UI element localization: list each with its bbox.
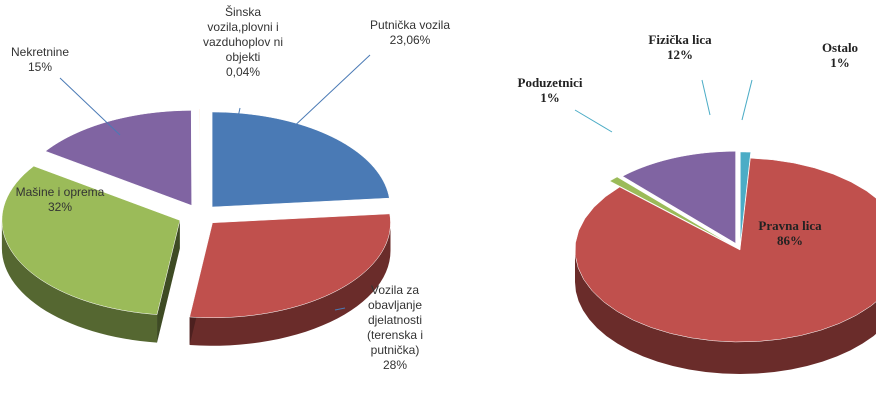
data-label: Ostalo 1% [805, 40, 875, 70]
slice [575, 157, 876, 343]
leader-line [334, 307, 346, 311]
value-label: 1% [830, 55, 850, 70]
category-name: Šinska vozila,plovni i vazduhoplov ni ob… [202, 5, 284, 64]
slice [740, 151, 751, 245]
leader-line [59, 77, 121, 136]
slice [44, 110, 192, 206]
data-label: Mašine i oprema 32% [15, 185, 105, 215]
slice-side [189, 222, 391, 346]
category-name: Mašine i oprema [15, 185, 105, 199]
leader-line [741, 79, 753, 121]
slice [1, 165, 181, 315]
category-name: Ostalo [821, 40, 859, 55]
category-name: Fizička lica [648, 32, 712, 47]
value-label: 1% [540, 90, 560, 105]
slice [609, 176, 731, 245]
slice-side [1, 220, 158, 343]
data-label: Nekretnine 15% [5, 45, 75, 75]
leader-line [701, 79, 711, 116]
value-label: 15% [27, 60, 53, 74]
value-label: 0,04% [225, 65, 261, 79]
data-label: Poduzetnici 1% [505, 75, 595, 105]
data-label: Vozila za obavljanje djelatnosti (terens… [345, 283, 445, 373]
data-label: Fizička lica 12% [635, 32, 725, 62]
slice [622, 151, 736, 244]
category-name: Vozila za obavljanje djelatnosti (terens… [366, 283, 424, 357]
leader-line [287, 54, 371, 133]
value-label: 86% [777, 233, 803, 248]
category-name: Poduzetnici [517, 75, 583, 90]
category-name: Pravna lica [758, 218, 822, 233]
data-label: Šinska vozila,plovni i vazduhoplov ni ob… [198, 5, 288, 80]
value-label: 28% [382, 358, 408, 372]
leader-line [231, 107, 241, 146]
slice [189, 213, 391, 319]
leader-line [574, 109, 613, 133]
slice-side [575, 250, 876, 374]
value-label: 32% [47, 200, 73, 214]
slice [211, 111, 390, 208]
value-label: 23,06% [389, 33, 431, 47]
value-label: 12% [667, 47, 693, 62]
category-name: Nekretnine [10, 45, 70, 59]
category-name: Putnička vozila [369, 18, 451, 32]
slice-wall [157, 220, 180, 343]
data-label: Pravna lica 86% [745, 218, 835, 248]
data-label: Putnička vozila 23,06% [365, 18, 455, 48]
